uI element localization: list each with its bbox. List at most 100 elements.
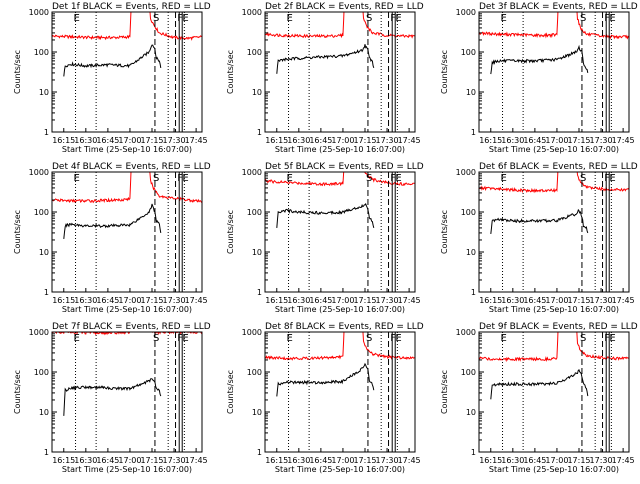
chart-title: Det 8f BLACK = Events, RED = LLD: [265, 322, 424, 332]
events-series-line: [63, 378, 162, 416]
marker-label-e: E: [287, 173, 293, 184]
chart-panel-3: E S F E110100100016:1516:3016:4517:0017:151…: [440, 2, 638, 154]
marker-label-e: E: [395, 173, 401, 184]
y-axis-label: Counts/sec: [13, 50, 22, 94]
chart-panel-1: E S F E110100100016:1516:3016:4517:0017:151…: [13, 2, 211, 154]
x-tick-label: 17:15: [140, 296, 163, 305]
x-tick-label: 16:45: [309, 136, 332, 145]
y-tick-label: 1: [257, 288, 262, 297]
chart-title: Det 9f BLACK = Events, RED = LLD: [479, 322, 638, 332]
x-axis-label: Start Time (25-Sep-10 16:07:00): [489, 465, 619, 474]
x-tick-label: 16:15: [52, 456, 75, 465]
x-axis-label: Start Time (25-Sep-10 16:07:00): [62, 465, 192, 474]
x-tick-label: 16:15: [479, 456, 502, 465]
x-tick-label: 17:30: [376, 296, 399, 305]
chart-title: Det 6f BLACK = Events, RED = LLD: [479, 162, 638, 172]
plot-frame: [264, 331, 416, 453]
marker-label-f: F: [390, 13, 396, 24]
events-series-line: [63, 44, 162, 77]
x-tick-label: 17:00: [331, 136, 354, 145]
plot-frame: [478, 331, 630, 453]
events-series-line: [490, 208, 589, 234]
marker-label-s: S: [153, 333, 159, 344]
plot-frame: [51, 331, 203, 453]
marker-label-s: S: [580, 333, 586, 344]
y-tick-label: 1: [257, 448, 262, 457]
x-tick-label: 17:30: [163, 296, 186, 305]
x-tick-label: 17:30: [376, 456, 399, 465]
x-tick-label: 17:15: [567, 456, 590, 465]
events-series-line: [276, 202, 375, 229]
chart-panel-9: E S F E110100100016:1516:3016:4517:0017:151…: [440, 322, 638, 474]
plot-frame: [478, 171, 630, 293]
x-axis-label: Start Time (25-Sep-10 16:07:00): [275, 305, 405, 314]
x-tick-label: 17:45: [398, 296, 421, 305]
marker-label-f: F: [177, 173, 183, 184]
y-tick-label: 1: [44, 288, 49, 297]
x-tick-label: 16:30: [74, 296, 97, 305]
x-tick-label: 16:30: [501, 136, 524, 145]
x-tick-label: 17:45: [398, 456, 421, 465]
x-tick-label: 16:45: [96, 296, 119, 305]
marker-label-e: E: [182, 13, 188, 24]
x-tick-label: 16:15: [265, 136, 288, 145]
x-tick-label: 16:45: [96, 136, 119, 145]
lld-series-line: [265, 172, 415, 187]
marker-label-e: E: [74, 333, 80, 344]
x-tick-label: 17:00: [545, 296, 568, 305]
x-tick-label: 17:45: [398, 136, 421, 145]
marker-label-f: F: [604, 13, 610, 24]
y-axis-label: Counts/sec: [226, 210, 235, 254]
marker-label-s: S: [366, 333, 372, 344]
y-tick-label: 10: [252, 408, 262, 417]
marker-label-e: E: [395, 333, 401, 344]
y-tick-label: 1000: [29, 8, 49, 17]
marker-label-e: E: [609, 13, 615, 24]
x-tick-label: 16:30: [501, 456, 524, 465]
y-tick-label: 1000: [456, 168, 476, 177]
y-axis-label: Counts/sec: [440, 370, 449, 414]
y-tick-label: 1: [44, 128, 49, 137]
x-tick-label: 17:00: [331, 456, 354, 465]
lld-series-line: [265, 332, 415, 361]
marker-label-f: F: [177, 333, 183, 344]
chart-panel-7: E S F E110100100016:1516:3016:4517:0017:151…: [13, 322, 211, 474]
y-tick-label: 10: [39, 248, 49, 257]
chart-panel-4: E S F E110100100016:1516:3016:4517:0017:151…: [13, 162, 211, 314]
lld-series-line: [265, 12, 415, 39]
y-tick-label: 10: [466, 408, 476, 417]
y-tick-label: 100: [247, 208, 262, 217]
x-tick-label: 17:45: [612, 136, 635, 145]
marker-label-e: E: [609, 173, 615, 184]
x-tick-label: 16:30: [287, 296, 310, 305]
x-tick-label: 17:30: [590, 456, 613, 465]
y-axis-label: Counts/sec: [440, 50, 449, 94]
chart-title: Det 1f BLACK = Events, RED = LLD: [52, 2, 211, 12]
x-axis-label: Start Time (25-Sep-10 16:07:00): [275, 465, 405, 474]
x-tick-label: 16:15: [479, 136, 502, 145]
marker-label-s: S: [366, 173, 372, 184]
plot-frame: [51, 171, 203, 293]
events-series-line: [276, 44, 375, 74]
x-tick-label: 17:45: [612, 296, 635, 305]
x-tick-label: 16:15: [52, 136, 75, 145]
x-axis-label: Start Time (25-Sep-10 16:07:00): [489, 305, 619, 314]
x-tick-label: 17:30: [590, 296, 613, 305]
y-tick-label: 100: [34, 208, 49, 217]
marker-label-e: E: [395, 13, 401, 24]
chart-panel-6: E S F E110100100016:1516:3016:4517:0017:151…: [440, 162, 638, 314]
x-axis-label: Start Time (25-Sep-10 16:07:00): [62, 305, 192, 314]
y-tick-label: 1000: [29, 328, 49, 337]
x-tick-label: 17:00: [545, 136, 568, 145]
y-tick-label: 1: [471, 128, 476, 137]
x-tick-label: 17:00: [118, 456, 141, 465]
x-tick-label: 17:45: [612, 456, 635, 465]
events-series-line: [490, 369, 589, 400]
x-tick-label: 17:30: [163, 136, 186, 145]
x-tick-label: 17:15: [567, 136, 590, 145]
y-tick-label: 100: [247, 368, 262, 377]
y-tick-label: 10: [39, 88, 49, 97]
lld-series-line: [52, 332, 202, 336]
marker-label-e: E: [287, 13, 293, 24]
x-tick-label: 16:45: [96, 456, 119, 465]
